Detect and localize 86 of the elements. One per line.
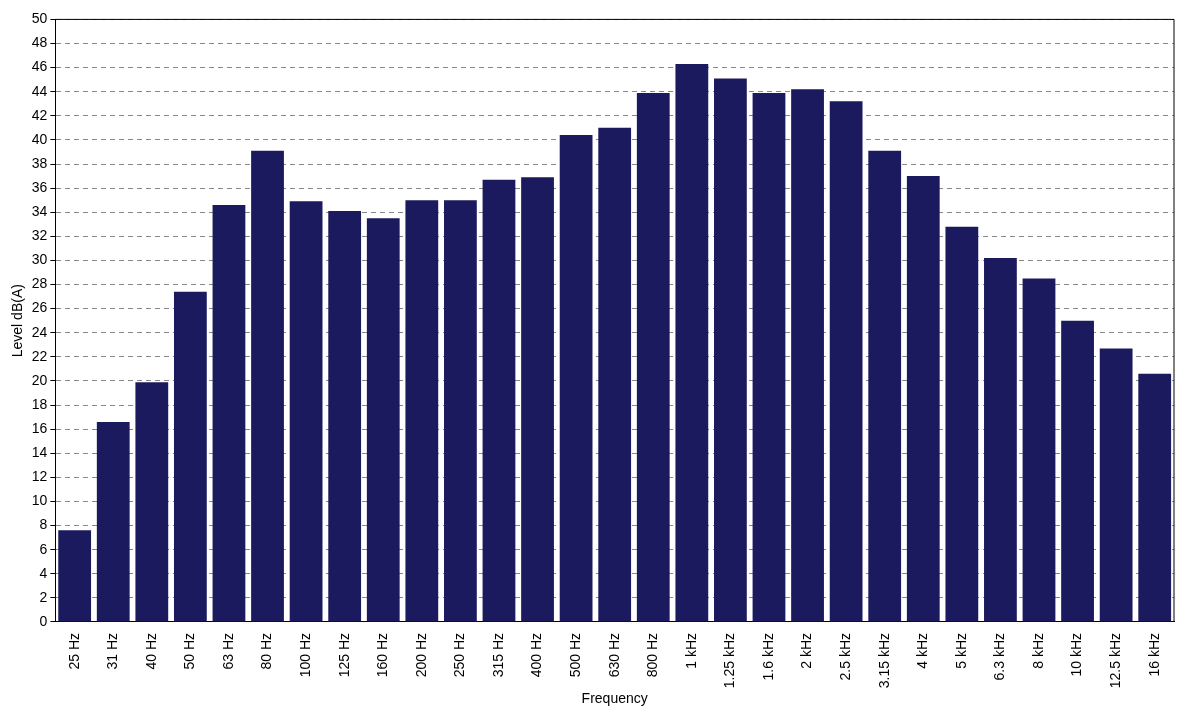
x-tick-label: 1.25 kHz bbox=[721, 632, 738, 689]
y-tick-label: 36 bbox=[31, 178, 48, 195]
x-tick-label: 160 Hz bbox=[374, 632, 391, 678]
y-tick-label: 24 bbox=[31, 323, 48, 340]
bar bbox=[251, 150, 284, 622]
y-tick-label: 6 bbox=[39, 540, 48, 557]
x-tick-label: 630 Hz bbox=[605, 632, 622, 678]
x-tick-label: 80 Hz bbox=[258, 632, 275, 670]
bar bbox=[289, 201, 323, 622]
bar bbox=[636, 92, 670, 622]
x-tick-label: 16 kHz bbox=[1145, 632, 1162, 677]
bar bbox=[366, 218, 400, 622]
bar bbox=[1022, 278, 1056, 622]
y-tick-label: 30 bbox=[31, 251, 48, 268]
bar bbox=[829, 101, 863, 622]
y-tick-label: 38 bbox=[31, 154, 48, 171]
x-tick-label: 4 kHz bbox=[914, 632, 931, 669]
x-tick-label: 315 Hz bbox=[489, 632, 506, 678]
bar bbox=[521, 177, 554, 622]
y-tick-label: 8 bbox=[39, 516, 48, 533]
y-tick-label: 26 bbox=[31, 299, 48, 316]
bar bbox=[945, 226, 979, 622]
bar bbox=[752, 92, 786, 622]
y-tick-label: 32 bbox=[31, 227, 48, 244]
y-tick-label: 12 bbox=[31, 468, 48, 485]
y-tick-label: 0 bbox=[39, 612, 48, 629]
bar bbox=[675, 63, 709, 622]
bar bbox=[984, 258, 1017, 622]
y-tick-label: 44 bbox=[31, 82, 48, 99]
bar bbox=[58, 530, 92, 622]
x-tick-label: 3.15 kHz bbox=[875, 632, 892, 689]
x-tick-label: 10 kHz bbox=[1068, 632, 1085, 677]
x-tick-label: 250 Hz bbox=[451, 632, 468, 678]
bar bbox=[96, 421, 130, 622]
x-tick-label: 25 Hz bbox=[65, 632, 82, 670]
x-tick-label: 125 Hz bbox=[335, 632, 352, 678]
bar bbox=[135, 382, 169, 622]
x-tick-label: 200 Hz bbox=[412, 632, 429, 678]
x-tick-label: 6.3 kHz bbox=[991, 632, 1008, 681]
bar bbox=[1138, 373, 1172, 622]
y-tick-label: 20 bbox=[31, 371, 48, 388]
y-tick-label: 34 bbox=[31, 203, 48, 220]
bar bbox=[714, 78, 747, 622]
y-tick-label: 2 bbox=[39, 588, 48, 605]
x-tick-label: 12.5 kHz bbox=[1107, 632, 1123, 689]
y-tick-label: 18 bbox=[31, 395, 48, 412]
bar bbox=[405, 200, 439, 622]
x-tick-label: 63 Hz bbox=[219, 632, 236, 670]
x-tick-label: 400 Hz bbox=[528, 632, 545, 678]
bar bbox=[1099, 348, 1133, 622]
x-tick-label: 50 Hz bbox=[181, 632, 198, 670]
bar bbox=[868, 150, 902, 622]
x-tick-label: 1.6 kHz bbox=[759, 632, 776, 681]
x-tick-label: 100 Hz bbox=[296, 632, 313, 678]
x-tick-label: 800 Hz bbox=[644, 632, 661, 678]
y-tick-label: 28 bbox=[31, 275, 48, 292]
x-tick-label: 8 kHz bbox=[1029, 632, 1046, 669]
x-axis-title: Frequency bbox=[581, 690, 648, 707]
y-tick-label: 16 bbox=[31, 419, 48, 436]
x-tick-label: 500 Hz bbox=[566, 632, 583, 678]
y-tick-label: 46 bbox=[31, 58, 48, 75]
bar bbox=[559, 135, 593, 622]
bar bbox=[1061, 320, 1094, 622]
y-axis-title: Level dB(A) bbox=[9, 284, 26, 358]
y-tick-label: 14 bbox=[31, 444, 48, 461]
x-tick-label: 31 Hz bbox=[104, 632, 121, 670]
bar bbox=[598, 127, 632, 622]
x-tick-label: 2.5 kHz bbox=[836, 632, 853, 681]
bar bbox=[173, 291, 207, 622]
bar bbox=[791, 89, 824, 622]
x-tick-label: 1 kHz bbox=[682, 632, 699, 669]
x-tick-label: 2 kHz bbox=[798, 632, 815, 669]
y-tick-label: 40 bbox=[31, 130, 48, 147]
bar bbox=[444, 200, 477, 622]
bar bbox=[212, 204, 246, 622]
bar bbox=[328, 211, 362, 622]
y-tick-label: 22 bbox=[31, 347, 48, 364]
bar bbox=[906, 176, 940, 622]
y-tick-label: 4 bbox=[39, 564, 48, 581]
y-tick-label: 42 bbox=[31, 106, 48, 123]
x-tick-label: 5 kHz bbox=[952, 632, 969, 669]
x-tick-label: 40 Hz bbox=[142, 632, 159, 670]
y-tick-label: 10 bbox=[31, 492, 48, 509]
y-tick-label: 50 bbox=[31, 10, 48, 27]
bar bbox=[482, 179, 516, 622]
y-tick-label: 48 bbox=[31, 34, 48, 51]
